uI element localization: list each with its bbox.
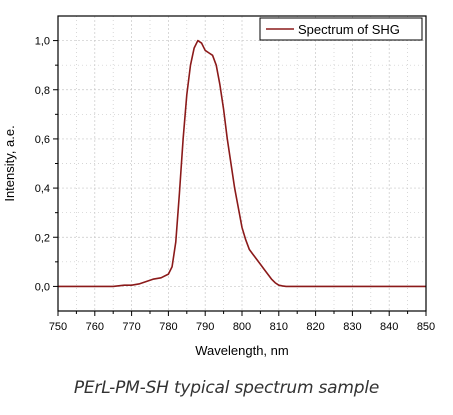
x-tick-label-810: 810 [270,321,288,333]
x-tick-label-780: 780 [159,321,177,333]
x-tick-label-750: 750 [49,321,67,333]
y-tick-label-3: 0,6 [35,134,50,146]
y-tick-label-4: 0,8 [35,85,50,97]
x-tick-label-770: 770 [122,321,140,333]
series-line-spectrum-of-shg [58,39,426,288]
x-axis-title: Wavelength, nm [195,343,288,358]
y-axis-ticks: 0,0 0,2 0,4 0,6 0,8 1,0 [35,36,58,293]
figure-caption: PErL-PM-SH typical spectrum sample [73,378,380,398]
y-tick-label-1: 0,2 [35,232,50,244]
x-tick-label-790: 790 [196,321,214,333]
x-tick-label-800: 800 [233,321,251,333]
plot-area [58,39,426,288]
y-tick-label-5: 1,0 [35,36,50,48]
x-tick-label-840: 840 [380,321,398,333]
y-axis-title: Intensity, a.e. [2,125,17,201]
x-axis-ticks: 750 760 770 780 790 800 810 820 830 840 850 [49,311,435,333]
spectrum-chart: 750 760 770 780 790 800 810 820 830 840 850 0,0 0,2… [2,15,435,358]
y-tick-label-0: 0,0 [35,281,50,293]
x-tick-label-760: 760 [86,321,104,333]
legend-entry-spectrum-of-shg: Spectrum of SHG [298,22,400,37]
legend-box [259,17,423,41]
grid-lines [58,16,426,311]
x-tick-label-820: 820 [306,321,324,333]
x-tick-label-850: 850 [417,321,435,333]
y-tick-label-2: 0,4 [35,183,50,195]
x-tick-label-830: 830 [343,321,361,333]
legend: Spectrum of SHG [259,17,423,41]
